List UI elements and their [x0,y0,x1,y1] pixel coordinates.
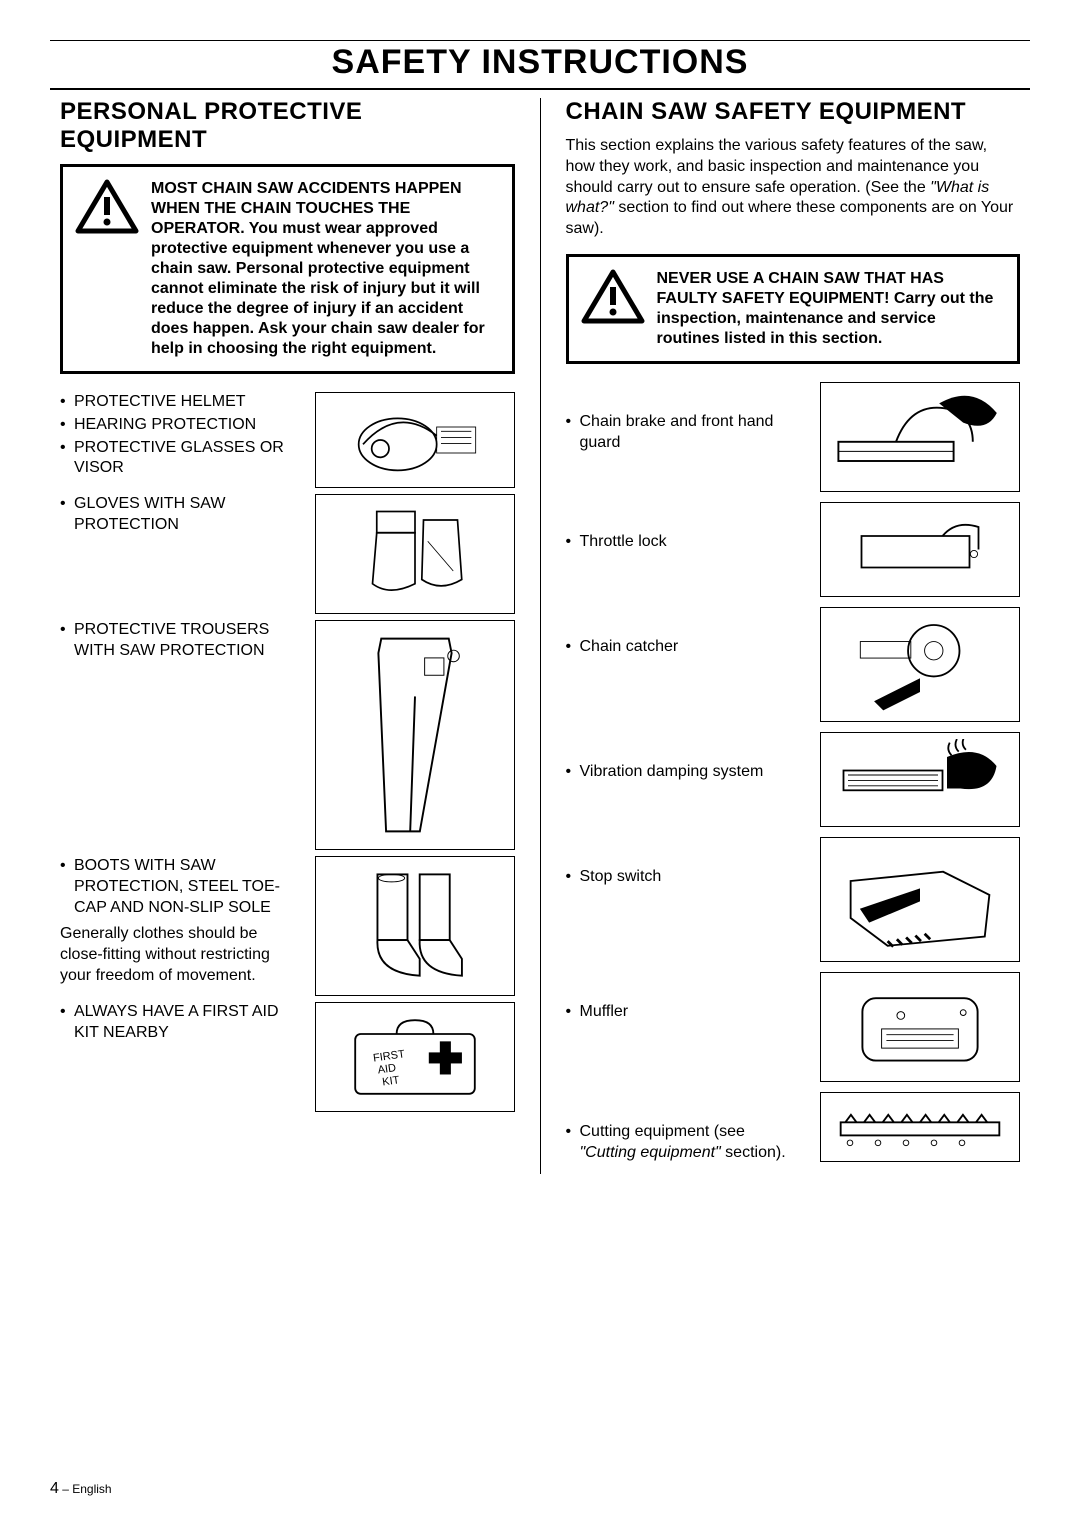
ppe-row: PROTECTIVE TROUSERS WITH SAW PROTECTION [60,620,515,850]
ppe-item: PROTECTIVE HELMET [60,392,297,413]
ppe-heading: PERSONAL PROTECTIVE EQUIPMENT [60,98,515,154]
ppe-illustration: FIRSTAIDKIT [315,1002,515,1112]
safety-row: Chain catcher [566,607,1021,722]
safety-row: Muffler [566,972,1021,1082]
ppe-illustration [315,494,515,614]
ppe-row: PROTECTIVE HELMETHEARING PROTECTIONPROTE… [60,392,515,488]
safety-text: Cutting equipment (see "Cutting equipmen… [566,1092,803,1164]
ppe-text: BOOTS WITH SAW PROTECTION, STEEL TOE-CAP… [60,856,297,987]
safety-item: Throttle lock [566,532,803,553]
ppe-text: PROTECTIVE HELMETHEARING PROTECTIONPROTE… [60,392,297,481]
ppe-note: Generally clothes should be close-fittin… [60,924,297,986]
svg-text:KIT: KIT [381,1074,400,1088]
safety-item: Muffler [566,1002,803,1023]
ppe-item: PROTECTIVE TROUSERS WITH SAW PROTECTION [60,620,297,662]
safety-heading: CHAIN SAW SAFETY EQUIPMENT [566,98,1021,126]
page-footer: 4 – English [50,1480,112,1498]
safety-illustration [820,732,1020,827]
safety-row: Chain brake and front hand guard [566,382,1021,492]
safety-row: Throttle lock [566,502,1021,597]
right-column: CHAIN SAW SAFETY EQUIPMENT This section … [541,98,1031,1174]
safety-illustration [820,1092,1020,1162]
safety-row: Vibration damping system [566,732,1021,827]
safety-warning-text: NEVER USE A CHAIN SAW THAT HAS FAULTY SA… [657,269,1004,349]
ppe-item: GLOVES WITH SAW PROTECTION [60,494,297,536]
safety-item-post: section). [721,1144,786,1161]
safety-item: Vibration damping system [566,762,803,783]
ppe-warning-text: MOST CHAIN SAW ACCIDENTS HAPPEN WHEN THE… [151,179,498,359]
ppe-item: PROTECTIVE GLASSES OR VISOR [60,438,297,480]
ppe-illustration [315,392,515,488]
ppe-text: GLOVES WITH SAW PROTECTION [60,494,297,538]
safety-text: Muffler [566,972,803,1023]
two-column-layout: PERSONAL PROTECTIVE EQUIPMENT MOST CHAIN… [50,98,1030,1174]
safety-item: Chain brake and front hand guard [566,412,803,454]
left-column: PERSONAL PROTECTIVE EQUIPMENT MOST CHAIN… [50,98,541,1174]
safety-text: Chain catcher [566,607,803,658]
safety-item: Stop switch [566,867,803,888]
ppe-warning-box: MOST CHAIN SAW ACCIDENTS HAPPEN WHEN THE… [60,164,515,374]
safety-text: Throttle lock [566,502,803,553]
page-lang: – English [59,1482,112,1496]
safety-item: Cutting equipment (see "Cutting equipmen… [566,1122,803,1164]
warning-icon [75,179,139,235]
ppe-text: ALWAYS HAVE A FIRST AID KIT NEARBY [60,1002,297,1046]
safety-illustration [820,972,1020,1082]
safety-text: Stop switch [566,837,803,888]
ppe-row: GLOVES WITH SAW PROTECTION [60,494,515,614]
safety-text: Chain brake and front hand guard [566,382,803,454]
ppe-row: BOOTS WITH SAW PROTECTION, STEEL TOE-CAP… [60,856,515,996]
ppe-illustration [315,620,515,850]
ppe-item: HEARING PROTECTION [60,415,297,436]
safety-intro: This section explains the various safety… [566,136,1021,240]
safety-row: Stop switch [566,837,1021,962]
safety-item-pre: Cutting equipment (see [580,1123,745,1140]
safety-row: Cutting equipment (see "Cutting equipmen… [566,1092,1021,1164]
warning-icon [581,269,645,325]
safety-intro-pre: This section explains the various safety… [566,137,988,196]
safety-item-italic: "Cutting equipment" [580,1144,721,1161]
safety-text: Vibration damping system [566,732,803,783]
safety-list: Chain brake and front hand guard Throttle… [566,382,1021,1164]
safety-warning-box: NEVER USE A CHAIN SAW THAT HAS FAULTY SA… [566,254,1021,364]
safety-item: Chain catcher [566,637,803,658]
ppe-text: PROTECTIVE TROUSERS WITH SAW PROTECTION [60,620,297,664]
safety-intro-post: section to find out where these componen… [566,199,1014,237]
page-number: 4 [50,1480,59,1497]
safety-illustration [820,382,1020,492]
ppe-item: ALWAYS HAVE A FIRST AID KIT NEARBY [60,1002,297,1044]
ppe-list: PROTECTIVE HELMETHEARING PROTECTIONPROTE… [60,392,515,1112]
safety-illustration [820,502,1020,597]
safety-illustration [820,607,1020,722]
page-title: SAFETY INSTRUCTIONS [50,40,1030,90]
ppe-illustration [315,856,515,996]
ppe-item: BOOTS WITH SAW PROTECTION, STEEL TOE-CAP… [60,856,297,918]
safety-illustration [820,837,1020,962]
ppe-row: ALWAYS HAVE A FIRST AID KIT NEARBY FIRSTA… [60,1002,515,1112]
